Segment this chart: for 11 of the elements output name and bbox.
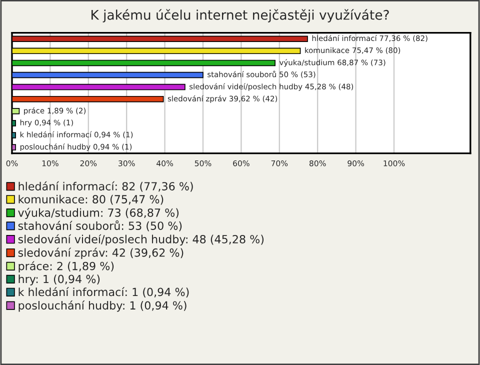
legend-label: stahování souborů: 53 (50 %) <box>18 220 182 232</box>
legend-label: práce: 2 (1,89 %) <box>18 261 114 272</box>
legend-label: výuka/studium: 73 (68,87 %) <box>18 208 179 220</box>
legend-label: komunikace: 80 (75,47 %) <box>18 194 164 205</box>
legend-label: hry: 1 (0,94 %) <box>18 274 100 286</box>
legend-label: k hledání informací: 1 (0,94 %) <box>18 287 189 298</box>
legend-label: poslouchání hudby: 1 (0,94 %) <box>18 300 186 312</box>
legend-label: sledování videí/poslech hudby: 48 (45,28 %) <box>18 234 264 246</box>
legend-label: sledování zpráv: 42 (39,62 %) <box>18 248 184 259</box>
chart-title: K jakému účelu internet nejčastěji využíváte? <box>92 9 389 22</box>
legend-label: hledání informací: 82 (77,36 %) <box>18 181 193 192</box>
